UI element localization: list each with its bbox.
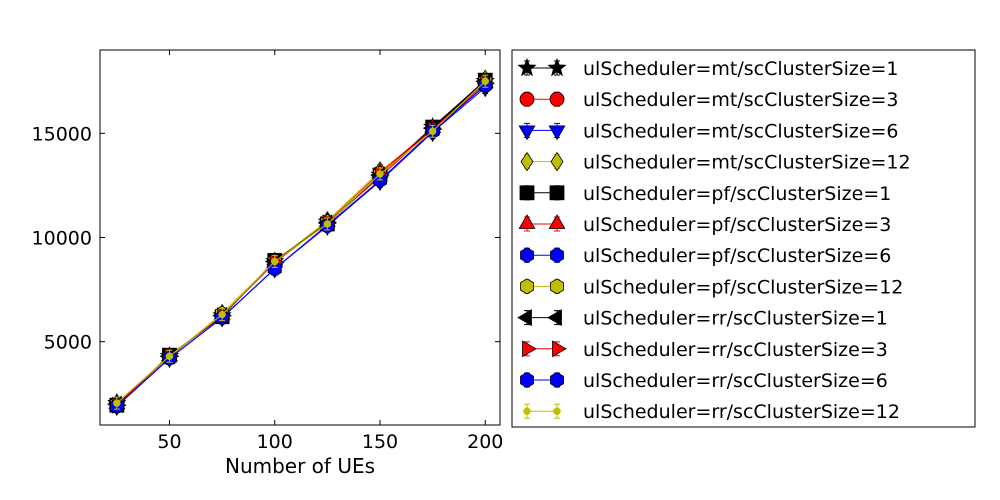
legend-label: ulScheduler=mt/scClusterSize=1: [583, 58, 899, 80]
legend-marker: [550, 372, 564, 388]
legend-marker: [550, 247, 564, 264]
series-12: [113, 74, 490, 410]
y-tick-label: 10000: [32, 228, 92, 250]
legend-marker: [518, 214, 536, 229]
legend-marker: [520, 247, 534, 264]
legend-label: ulScheduler=mt/scClusterSize=6: [583, 120, 899, 142]
legend-label: ulScheduler=rr/scClusterSize=12: [583, 401, 900, 423]
x-tick-label: 100: [257, 431, 293, 453]
x-tick-label: 150: [362, 431, 398, 453]
legend-marker: [523, 407, 531, 415]
legend-marker: [517, 57, 537, 77]
y-tick-label: 15000: [32, 123, 92, 145]
legend-entry: ulScheduler=pf/scClusterSize=12: [520, 276, 903, 298]
legend-label: ulScheduler=mt/scClusterSize=3: [583, 89, 899, 111]
legend-frame: [511, 49, 976, 428]
legend-marker: [547, 57, 567, 77]
x-tick-label: 200: [467, 431, 503, 453]
legend-entry: ulScheduler=mt/scClusterSize=1: [517, 57, 899, 80]
legend-entry: ulScheduler=rr/scClusterSize=3: [522, 339, 888, 361]
legend-marker: [519, 185, 535, 201]
legend: ulScheduler=mt/scClusterSize=1 ulSchedule…: [511, 49, 976, 428]
legend-entry: ulScheduler=mt/scClusterSize=12: [520, 151, 911, 174]
legend-marker: [519, 91, 535, 107]
legend-entry: ulScheduler=rr/scClusterSize=12: [523, 401, 900, 423]
legend-marker: [548, 125, 566, 141]
data-point: [218, 310, 226, 319]
legend-label: ulScheduler=pf/scClusterSize=6: [583, 245, 891, 267]
legend-entry: ulScheduler=mt/scClusterSize=3: [519, 89, 899, 111]
x-tick-label: 50: [157, 431, 181, 453]
legend-label: ulScheduler=rr/scClusterSize=6: [583, 370, 888, 392]
legend-marker: [520, 372, 534, 388]
legend-marker: [517, 309, 532, 327]
legend-label: ulScheduler=rr/scClusterSize=1: [583, 308, 888, 330]
legend-marker: [553, 407, 561, 415]
legend-marker: [548, 214, 566, 229]
legend-marker: [550, 151, 564, 172]
legend-entry: ulScheduler=rr/scClusterSize=1: [517, 308, 888, 330]
y-axis: 5000 10000 15000: [32, 123, 500, 354]
series-line: [116, 85, 486, 407]
legend-marker: [547, 309, 562, 327]
legend-marker: [549, 91, 565, 107]
legend-marker: [520, 278, 534, 295]
data-point: [376, 170, 384, 178]
data-point: [323, 220, 332, 228]
plot-marks: [107, 69, 496, 417]
legend-marker: [550, 278, 564, 295]
legend-label: ulScheduler=pf/scClusterSize=1: [583, 183, 891, 205]
legend-entry: ulScheduler=pf/scClusterSize=6: [520, 245, 891, 267]
legend-entry: ulScheduler=mt/scClusterSize=6: [518, 120, 899, 142]
data-point: [165, 352, 174, 360]
y-tick-label: 5000: [44, 332, 92, 354]
legend-marker: [549, 185, 565, 201]
legend-label: ulScheduler=mt/scClusterSize=12: [583, 152, 911, 174]
x-axis: 50 100 150 200: [157, 50, 503, 453]
legend-label: ulScheduler=pf/scClusterSize=12: [583, 276, 903, 298]
data-point: [113, 399, 121, 407]
legend-entry: ulScheduler=pf/scClusterSize=1: [519, 183, 891, 205]
legend-entry: ulScheduler=pf/scClusterSize=3: [518, 214, 891, 236]
series-line: [116, 80, 486, 404]
data-point: [270, 257, 279, 266]
legend-marker: [552, 340, 567, 358]
legend-label: ulScheduler=rr/scClusterSize=3: [583, 339, 888, 361]
data-point: [481, 77, 490, 85]
legend-marker: [522, 340, 537, 358]
legend-marker: [518, 125, 536, 141]
legend-entry: ulScheduler=rr/scClusterSize=6: [520, 370, 888, 392]
legend-marker: [520, 151, 534, 172]
data-point: [428, 127, 437, 135]
plot-area-frame: [99, 49, 501, 426]
legend-label: ulScheduler=pf/scClusterSize=3: [583, 214, 891, 236]
x-axis-label: Number of UEs: [225, 454, 375, 478]
